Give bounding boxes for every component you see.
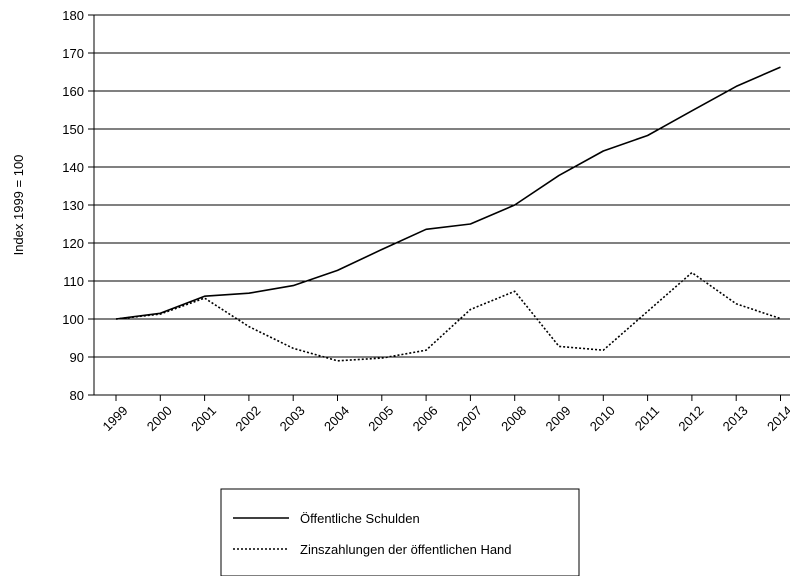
x-tick-label: 2004 — [321, 403, 352, 434]
x-tick-label: 2013 — [720, 403, 751, 434]
y-tick-label: 170 — [62, 46, 84, 61]
x-tick-label: 2002 — [232, 403, 263, 434]
x-axis-ticks: 1999 2000 2001 2002 2003 2004 2005 2006 2007 2008… — [99, 395, 790, 434]
x-tick-label: 2003 — [277, 403, 308, 434]
series-lines — [115, 66, 781, 362]
y-tick-label: 140 — [62, 160, 84, 175]
x-tick-label: 2001 — [188, 403, 219, 434]
x-tick-label: 2011 — [632, 403, 662, 433]
x-tick-label: 2014 — [764, 403, 790, 434]
y-tick-label: 90 — [70, 350, 84, 365]
x-tick-label: 2008 — [498, 403, 529, 434]
legend-label-series-1: Öffentliche Schulden — [300, 511, 420, 526]
y-tick-label: 160 — [62, 84, 84, 99]
x-tick-label: 2010 — [587, 403, 618, 434]
x-tick-label: 2007 — [454, 403, 485, 434]
y-tick-label: 150 — [62, 122, 84, 137]
y-tick-label: 180 — [62, 8, 84, 23]
x-tick-label: 2009 — [542, 403, 573, 434]
x-tick-label: 2012 — [675, 403, 706, 434]
legend-label-series-2: Zinszahlungen der öffentlichen Hand — [300, 542, 512, 557]
y-tick-label: 130 — [62, 198, 84, 213]
x-tick-label: 2005 — [365, 403, 396, 434]
x-tick-label: 1999 — [99, 403, 130, 434]
y-tick-label: 80 — [70, 388, 84, 403]
x-tick-label: 2000 — [144, 403, 175, 434]
y-tick-label: 110 — [63, 274, 84, 289]
grid-lines — [94, 14, 790, 358]
y-tick-label: 120 — [62, 236, 84, 251]
series-line-1 — [115, 66, 781, 320]
series-line-2 — [115, 271, 781, 362]
y-axis-label: Index 1999 = 100 — [11, 155, 26, 256]
x-tick-label: 2006 — [410, 403, 441, 434]
y-axis-ticks: 80 90 100 110 120 130 140 150 160 170 180 — [62, 8, 94, 403]
y-tick-label: 100 — [62, 312, 84, 327]
legend: Öffentliche Schulden Zinszahlungen der ö… — [220, 488, 580, 576]
legend-box — [220, 488, 580, 576]
